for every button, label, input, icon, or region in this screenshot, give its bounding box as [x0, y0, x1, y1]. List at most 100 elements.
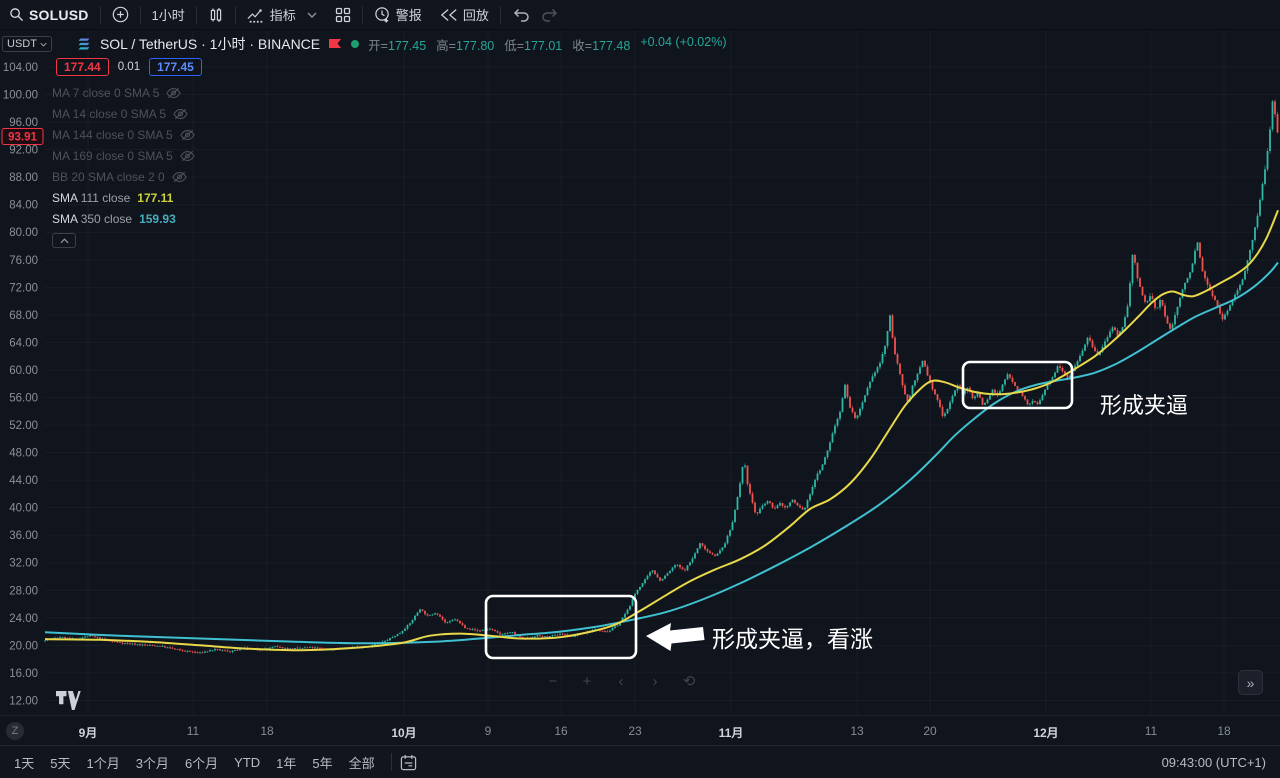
time-axis[interactable]: Z 9月 11 18 10月 9 16 23 11月 13 20 12月 11 18: [0, 715, 1280, 745]
alert-button[interactable]: 警报: [365, 0, 431, 30]
left-arrow-annotation[interactable]: [646, 623, 705, 651]
close-value: 177.48: [592, 38, 631, 53]
range-button-1年[interactable]: 1年: [276, 755, 297, 771]
indicator-title: MA 14 close 0 SMA 5: [52, 106, 167, 121]
indicator-row[interactable]: MA 7 close 0 SMA 5: [52, 82, 195, 103]
symbol-name: SOLUSD: [29, 6, 89, 23]
eye-hidden-icon[interactable]: [172, 171, 187, 183]
eye-hidden-icon[interactable]: [180, 129, 195, 141]
range-button-3个月[interactable]: 3个月: [135, 755, 169, 771]
indicator-name: SMA: [52, 211, 78, 226]
time-tick-label: 12月: [1033, 726, 1059, 740]
tradingview-logo[interactable]: [56, 691, 82, 716]
symbol-search-button[interactable]: SOLUSD: [0, 0, 98, 30]
flag-icon[interactable]: [328, 38, 342, 51]
range-button-全部[interactable]: 全部: [348, 755, 375, 771]
eye-hidden-icon[interactable]: [166, 87, 182, 99]
close-label: 收=: [572, 38, 593, 53]
timezone-badge[interactable]: Z: [6, 722, 24, 740]
pair-title[interactable]: SOL / TetherUS · 1小时 · BINANCE: [99, 36, 321, 52]
price-tick-label: 88.00: [9, 172, 38, 184]
range-button-5年[interactable]: 5年: [312, 755, 333, 771]
interval-button[interactable]: 1小时: [143, 0, 194, 30]
range-button-1个月[interactable]: 1个月: [86, 755, 120, 771]
toolbar-separator: [234, 5, 236, 24]
annotation-label-1[interactable]: 形成夹逼，看涨: [712, 626, 873, 652]
toolbar-separator: [361, 5, 363, 24]
squeeze-box-1[interactable]: [484, 594, 638, 660]
price-tick-label: 12.00: [9, 695, 38, 707]
indicator-row[interactable]: BB 20 SMA close 2 0: [52, 166, 195, 187]
indicator-row[interactable]: MA 14 close 0 SMA 5: [52, 103, 195, 124]
price-tick-label: 36.00: [9, 530, 38, 542]
indicator-templates-button[interactable]: [305, 0, 326, 30]
indicator-title: MA 7 close 0 SMA 5: [52, 85, 160, 100]
annotation-label-2[interactable]: 形成夹逼: [1100, 393, 1188, 418]
bottom-toolbar: 1天 5天 1个月 3个月 6个月 YTD 1年 5年 全部 09:43:00 (UTC+1): [0, 745, 1280, 778]
indicator-row[interactable]: SMA 111 close 177.11: [52, 187, 195, 208]
price-tick-label: 32.00: [9, 558, 38, 570]
range-button-1天[interactable]: 1天: [14, 755, 35, 771]
time-tick-label: 11: [1144, 724, 1158, 738]
indicator-title: MA 144 close 0 SMA 5: [52, 127, 173, 142]
scroll-right-button[interactable]: ›: [652, 672, 658, 690]
toolbar-separator: [139, 5, 141, 24]
indicator-title: MA 169 close 0 SMA 5: [52, 148, 173, 163]
price-tick-label: 60.00: [9, 365, 38, 377]
toolbar-separator: [195, 5, 197, 24]
scroll-left-button[interactable]: ‹: [618, 672, 624, 690]
date-range-icon[interactable]: [400, 754, 417, 771]
indicator-row[interactable]: MA 169 close 0 SMA 5: [52, 145, 195, 166]
redo-button[interactable]: [539, 0, 568, 30]
clock-timezone-button[interactable]: 09:43:00 (UTC+1): [1161, 754, 1266, 770]
undo-button[interactable]: [503, 0, 539, 30]
eye-hidden-icon[interactable]: [173, 108, 188, 120]
squeeze-box-2[interactable]: [961, 360, 1074, 410]
range-button-6个月[interactable]: 6个月: [184, 755, 219, 771]
price-scale-currency-button[interactable]: USDT: [2, 36, 52, 52]
price-tick-label: 100.00: [3, 90, 38, 102]
go-to-realtime-button[interactable]: »: [1238, 670, 1263, 695]
buy-button[interactable]: 177.45: [149, 58, 202, 76]
market-status-dot-icon[interactable]: [350, 39, 360, 49]
compare-add-button[interactable]: [103, 0, 138, 30]
price-tick-label: 68.00: [9, 310, 38, 322]
zoom-in-button[interactable]: +: [582, 672, 592, 690]
sell-button[interactable]: 177.44: [56, 58, 109, 76]
legend-collapse-button[interactable]: [52, 233, 76, 248]
price-tick-label: 76.00: [9, 255, 38, 267]
time-tick-label: 18: [1217, 724, 1231, 738]
low-label: 低=: [504, 38, 525, 53]
sma-111-line[interactable]: [44, 209, 1279, 652]
replay-button[interactable]: 回放: [431, 0, 498, 30]
last-price-badge: [1, 127, 44, 145]
indicator-value: 177.11: [137, 190, 174, 205]
range-button-YTD[interactable]: YTD: [234, 754, 261, 770]
price-tick-label: 64.00: [9, 337, 38, 349]
reset-chart-button[interactable]: ⟲: [682, 673, 696, 690]
price-tick-label: 24.00: [9, 613, 38, 625]
price-tick-label: 80.00: [9, 227, 38, 239]
bottombar-separator: [390, 753, 392, 771]
price-tick-label: 72.00: [9, 282, 38, 294]
time-tick-label: 23: [628, 724, 642, 738]
indicator-legend: MA 7 close 0 SMA 5 MA 14 close 0 SMA 5 MA …: [52, 82, 195, 248]
eye-hidden-icon[interactable]: [180, 150, 195, 162]
chart-style-button[interactable]: [199, 0, 233, 30]
price-chart[interactable]: 104.00 100.00 96.00 92.00 88.00 84.00 80.00 76.…: [0, 30, 1280, 715]
ohlc-readout: 开=177.45 高=177.80 低=177.01 收=177.48 +0.0…: [368, 35, 726, 54]
time-tick-label: 16: [554, 724, 568, 738]
layout-grid-button[interactable]: [326, 0, 360, 30]
time-tick-label: 11: [186, 724, 200, 738]
search-icon: [10, 8, 24, 22]
indicators-button[interactable]: 指标: [238, 0, 305, 30]
price-tick-label: 52.00: [9, 420, 38, 432]
zoom-out-button[interactable]: −: [548, 672, 558, 690]
range-button-5天[interactable]: 5天: [50, 755, 71, 771]
indicator-row[interactable]: MA 144 close 0 SMA 5: [52, 124, 195, 145]
price-tick-label: 44.00: [9, 475, 38, 487]
sma-350-line[interactable]: [44, 261, 1279, 645]
indicator-row[interactable]: SMA 350 close 159.93: [52, 208, 195, 229]
replay-rewind-icon: [440, 8, 457, 21]
top-toolbar: SOLUSD 1小时 指标 警报 回放: [0, 0, 1280, 30]
